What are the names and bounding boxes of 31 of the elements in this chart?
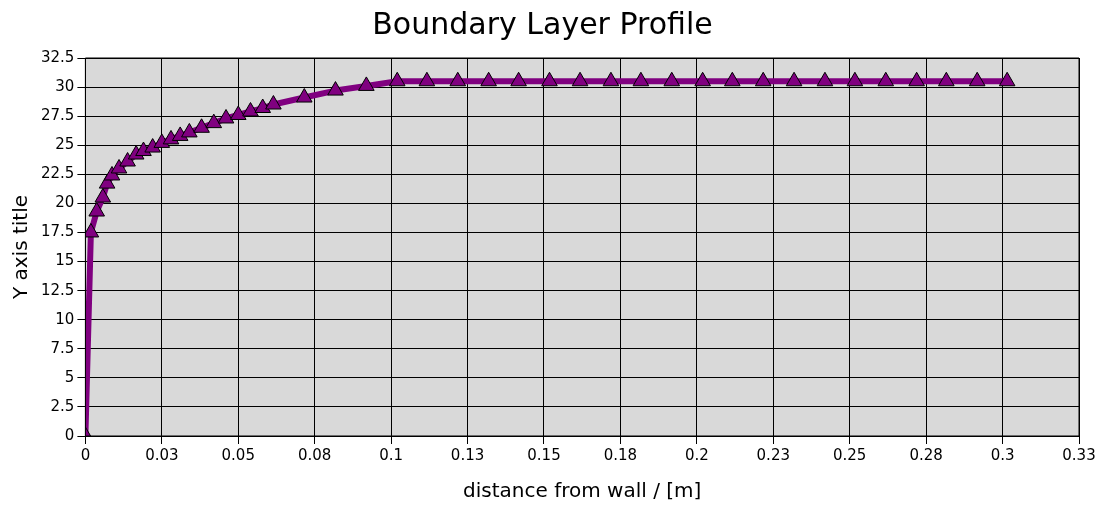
y-tick-label: 10 xyxy=(55,309,75,328)
x-tick-label: 0.15 xyxy=(527,445,561,464)
y-tick-label: 22.5 xyxy=(40,164,75,183)
y-tick-label: 5 xyxy=(64,367,75,386)
y-tick-label: 12.5 xyxy=(40,280,75,299)
y-tick-label: 17.5 xyxy=(40,222,75,241)
x-tick-label: 0 xyxy=(80,445,91,464)
y-tick-label: 2.5 xyxy=(50,396,75,415)
y-tick-label: 25 xyxy=(55,135,75,154)
y-tick-label: 7.5 xyxy=(50,338,75,357)
y-tick-label: 20 xyxy=(55,193,75,212)
x-tick-label: 0.28 xyxy=(909,445,943,464)
x-tick-label: 0.33 xyxy=(1062,445,1096,464)
x-tick-label: 0.2 xyxy=(684,445,709,464)
y-axis-title: Y axis title xyxy=(8,194,33,301)
y-tick-label: 27.5 xyxy=(40,106,75,125)
x-axis-title: distance from wall / [m] xyxy=(463,478,702,503)
x-tick-label: 0.08 xyxy=(297,445,332,464)
y-tick-label: 32.5 xyxy=(40,47,75,66)
x-tick-label: 0.03 xyxy=(145,445,179,464)
chart-title: Boundary Layer Profile xyxy=(372,5,713,41)
x-tick-label: 0.23 xyxy=(756,445,790,464)
y-tick-label: 30 xyxy=(55,76,75,95)
x-tick-label: 0.18 xyxy=(603,445,638,464)
x-tick-label: 0.1 xyxy=(379,445,404,464)
x-tick-label: 0.05 xyxy=(221,445,255,464)
x-tick-label: 0.3 xyxy=(990,445,1015,464)
x-tick-label: 0.13 xyxy=(450,445,485,464)
y-tick-label: 0 xyxy=(64,425,75,444)
x-tick-label: 0.25 xyxy=(833,445,867,464)
y-tick-label: 15 xyxy=(55,251,75,270)
